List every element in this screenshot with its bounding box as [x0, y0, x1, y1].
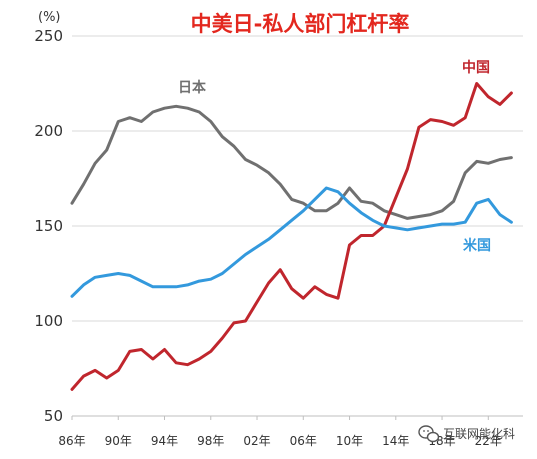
series-label-china: 中国: [462, 59, 490, 76]
x-tick-label: 02年: [243, 434, 270, 448]
y-tick-label: 200: [34, 122, 63, 140]
series-layer: [70, 82, 513, 391]
x-tick-label: 06年: [290, 434, 317, 448]
y-tick-label: 50: [44, 407, 63, 425]
y-tick-label: 150: [34, 217, 63, 235]
x-tick-label: 22年: [475, 434, 502, 448]
series-line-china: [70, 82, 513, 391]
x-tick-label: 86年: [58, 434, 85, 448]
watermark: 互联网能化科: [418, 425, 515, 443]
x-tick-label: 94年: [151, 434, 178, 448]
wechat-icon: [418, 425, 440, 443]
y-tick-label: 100: [34, 312, 63, 330]
x-tick-label: 14年: [382, 434, 409, 448]
x-tick-label: 90年: [105, 434, 132, 448]
grid-layer: [72, 35, 523, 322]
series-line-us: [70, 186, 513, 298]
x-tick-label: 10年: [336, 434, 363, 448]
watermark-text: 互联网能化科: [443, 427, 515, 441]
series-label-japan: 日本: [178, 79, 207, 96]
x-tick-label: 98年: [197, 434, 224, 448]
series-label-us: 米国: [463, 237, 491, 254]
chart-title: 中美日-私人部门杠杆率: [191, 12, 410, 36]
unit-label: (%): [38, 10, 61, 25]
y-tick-label: 250: [34, 27, 63, 45]
